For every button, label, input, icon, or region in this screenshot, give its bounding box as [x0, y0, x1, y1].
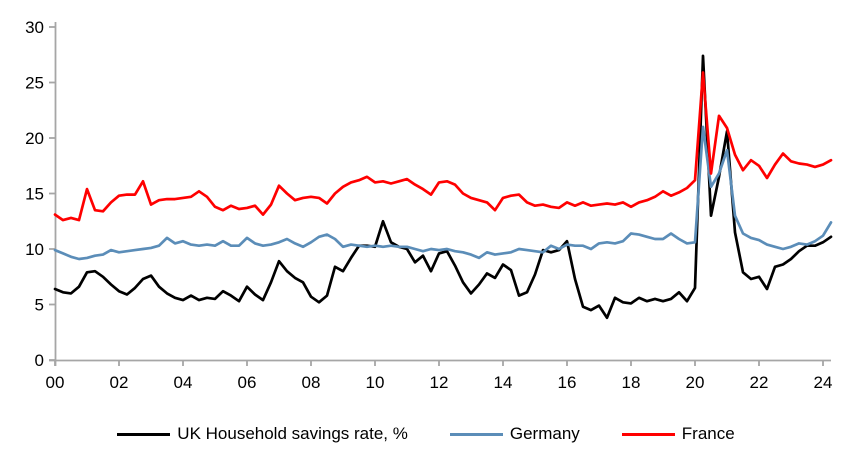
y-tick-label: 10 [25, 240, 44, 259]
x-tick-label: 20 [686, 373, 705, 392]
y-tick-label: 30 [25, 18, 44, 37]
y-tick-label: 25 [25, 74, 44, 93]
x-tick-label: 06 [238, 373, 257, 392]
x-tick-label: 10 [366, 373, 385, 392]
y-tick-label: 0 [35, 351, 44, 370]
y-tick-label: 15 [25, 185, 44, 204]
uk-line-swatch-icon [117, 432, 171, 436]
germany-series-line [53, 125, 833, 261]
x-tick-label: 16 [558, 373, 577, 392]
france-series-line [53, 71, 833, 222]
germany-line-swatch-icon [449, 432, 503, 436]
plot-area: 0 5 10 15 20 25 30 00 02 04 06 08 10 12 14 16 18 20 22 24 [25, 18, 833, 392]
legend-item-france: France [621, 424, 735, 444]
chart-legend: UK Household savings rate, % Germany Fra… [0, 424, 852, 444]
x-tick-label: 04 [174, 373, 193, 392]
x-tick-label: 08 [302, 373, 321, 392]
uk-series-line [53, 54, 833, 320]
x-tick-label: 14 [494, 373, 513, 392]
x-tick-label: 24 [814, 373, 833, 392]
y-tick-label: 5 [35, 296, 44, 315]
france-line-swatch-icon [621, 432, 675, 436]
x-tick-label: 02 [110, 373, 129, 392]
y-tick-label: 20 [25, 129, 44, 148]
x-tick-label: 18 [622, 373, 641, 392]
uk-legend-label: UK Household savings rate, % [177, 424, 408, 443]
france-legend-label: France [681, 424, 735, 443]
x-tick-label: 12 [430, 373, 449, 392]
germany-legend-label: Germany [509, 424, 580, 443]
x-tick-label: 22 [750, 373, 769, 392]
legend-item-germany: Germany [449, 424, 580, 444]
legend-item-uk: UK Household savings rate, % [117, 424, 408, 444]
x-tick-label: 00 [46, 373, 65, 392]
